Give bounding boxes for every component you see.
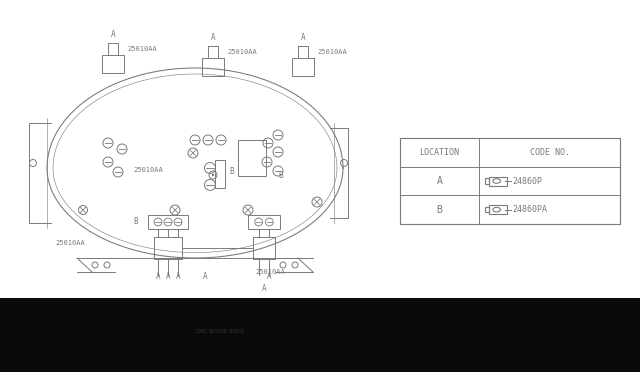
Text: A: A — [211, 33, 215, 42]
Bar — [489, 176, 507, 186]
Text: B: B — [278, 171, 283, 180]
Bar — [238, 140, 266, 176]
Bar — [400, 138, 620, 224]
Bar — [485, 178, 489, 184]
Text: CODE NO.: CODE NO. — [530, 148, 570, 157]
Text: A: A — [301, 33, 305, 42]
Bar — [215, 160, 225, 188]
Text: B: B — [229, 167, 234, 176]
Bar — [102, 55, 124, 73]
Bar — [0, 298, 640, 372]
Text: A: A — [267, 272, 271, 281]
Text: A: A — [111, 30, 115, 39]
Text: A: A — [166, 272, 170, 281]
Bar — [202, 58, 224, 76]
Text: 25010AA: 25010AA — [255, 269, 285, 275]
Bar — [489, 205, 507, 214]
Text: A: A — [436, 176, 442, 186]
Text: 24860P: 24860P — [512, 176, 542, 186]
Text: A: A — [156, 272, 160, 281]
Text: A: A — [203, 272, 207, 281]
Text: A: A — [176, 272, 180, 281]
Bar — [292, 58, 314, 76]
Text: B: B — [134, 218, 138, 227]
Text: 25010AA: 25010AA — [55, 240, 84, 246]
Text: 24860PA: 24860PA — [512, 205, 547, 214]
Text: 25010AA: 25010AA — [127, 46, 157, 52]
Text: 25010AA: 25010AA — [133, 167, 163, 173]
Text: B: B — [436, 205, 442, 215]
Text: A: A — [262, 284, 266, 293]
Text: 25010AA: 25010AA — [317, 49, 347, 55]
Bar — [154, 237, 182, 259]
Text: 2002 NISSAN QUEST: 2002 NISSAN QUEST — [195, 329, 244, 334]
Text: 25010AA: 25010AA — [227, 49, 257, 55]
Circle shape — [212, 174, 214, 176]
Bar — [148, 215, 188, 229]
Text: LOCATION: LOCATION — [420, 148, 460, 157]
Bar — [485, 207, 489, 212]
Bar — [248, 215, 280, 229]
Bar — [253, 237, 275, 259]
